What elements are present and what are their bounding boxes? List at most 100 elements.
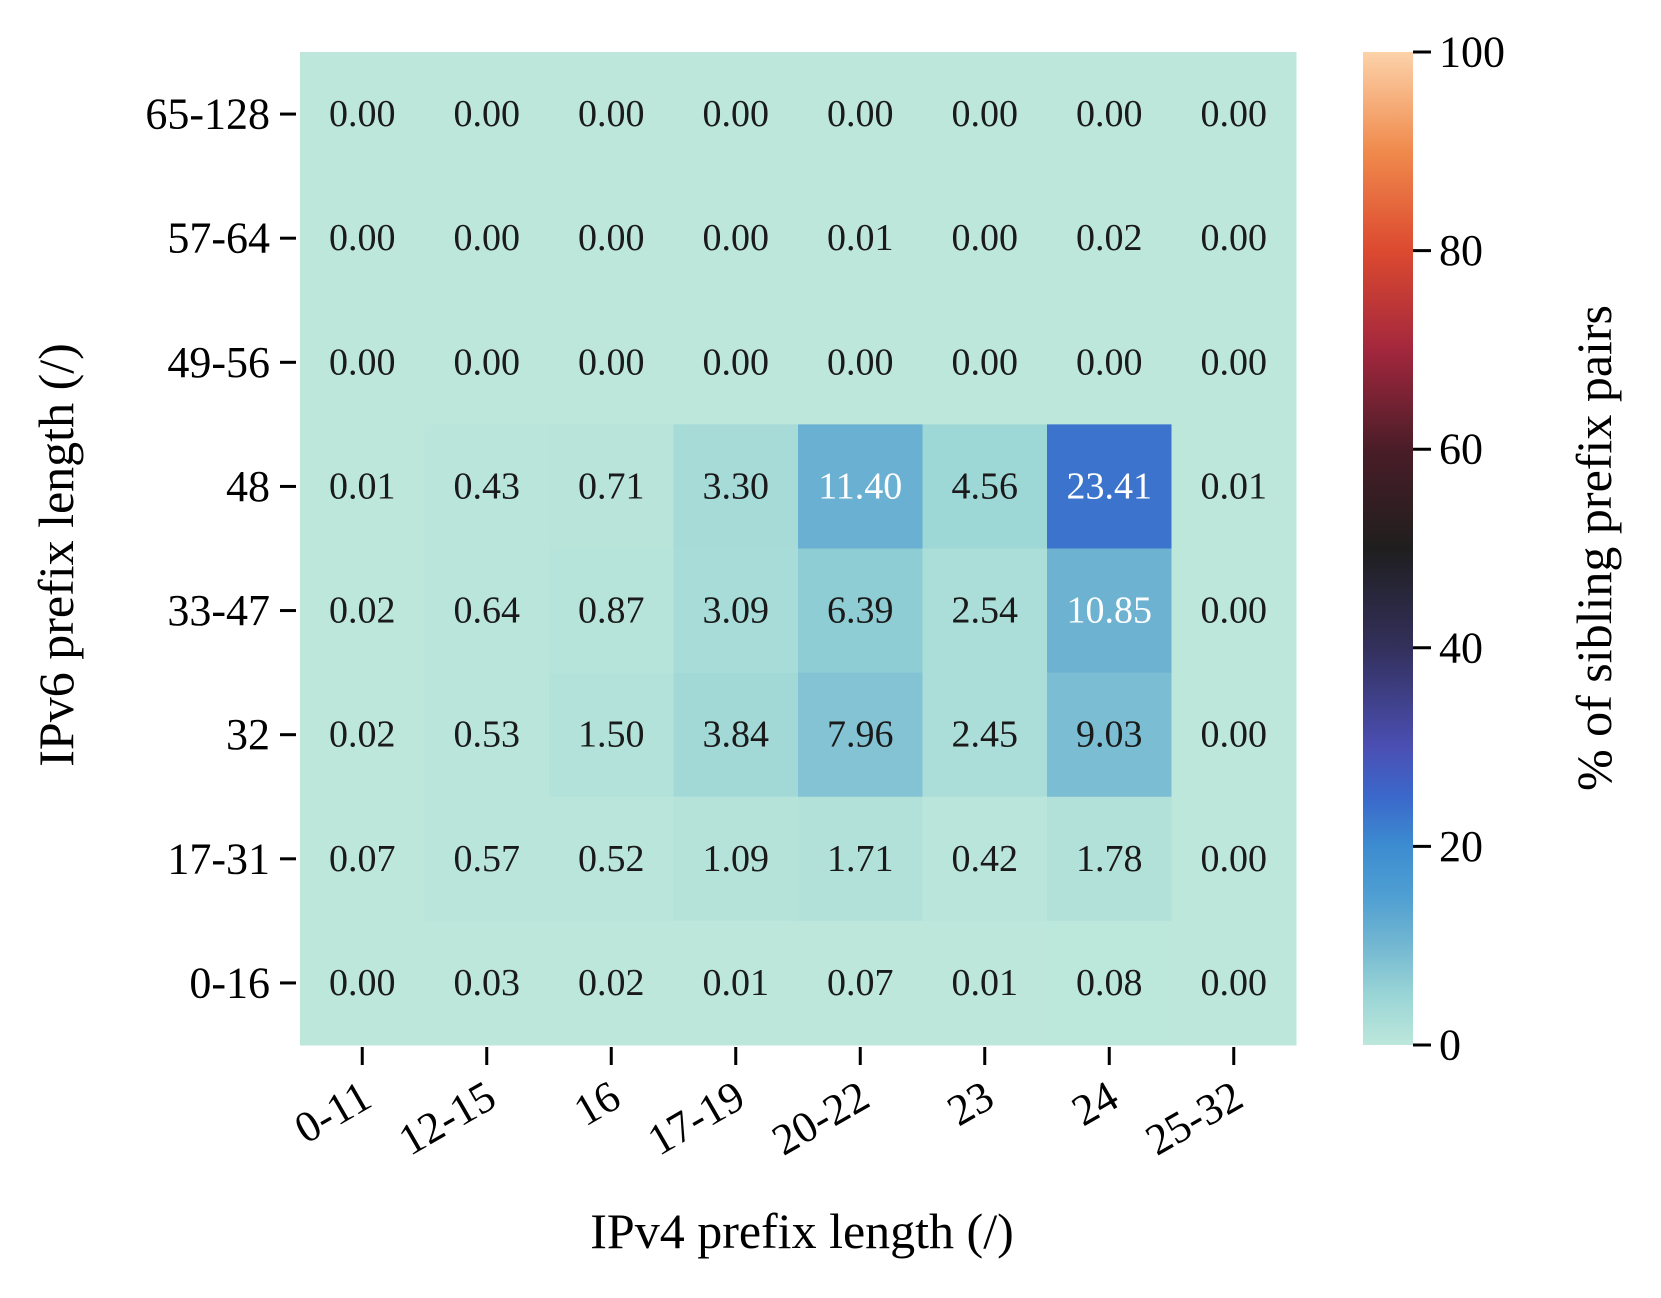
heatmap-cell	[424, 672, 550, 798]
heatmap-cell	[1171, 920, 1297, 1046]
cell-value-label: 0.01	[827, 217, 894, 259]
heatmap-cell	[673, 548, 799, 674]
cell-value-label: 0.00	[1201, 590, 1268, 632]
heatmap-cell	[300, 52, 425, 177]
x-tick-label: 12-15	[390, 1071, 503, 1165]
y-tick-label: 17-31	[167, 834, 270, 883]
y-axis-title: IPv6 prefix length (/)	[28, 343, 84, 767]
heatmap-cell	[1047, 548, 1172, 674]
cell-value-label: 0.00	[952, 217, 1019, 259]
cell-value-label: 4.56	[952, 465, 1019, 507]
cell-value-label: 0.00	[1201, 217, 1268, 259]
heatmap-cell	[549, 920, 674, 1046]
colorbar-tick-label: 80	[1439, 226, 1483, 275]
heatmap-cell	[300, 672, 425, 798]
heatmap-cell	[424, 300, 550, 425]
heatmap-cell	[922, 52, 1048, 177]
x-tick-label: 20-22	[764, 1071, 877, 1165]
x-tick-label: 25-32	[1137, 1071, 1250, 1165]
heatmap-cell	[798, 300, 923, 425]
cell-value-label: 0.00	[454, 217, 521, 259]
colorbar-tick-label: 0	[1439, 1021, 1461, 1070]
heatmap-cell	[549, 176, 674, 301]
heatmap-cell	[1047, 920, 1172, 1046]
cell-value-label: 1.50	[578, 714, 645, 756]
heatmap-cell	[673, 176, 799, 301]
y-tick-label: 65-128	[145, 90, 270, 139]
cell-value-label: 0.00	[827, 93, 894, 135]
cell-value-label: 0.00	[1076, 341, 1143, 383]
cell-value-label: 0.71	[578, 465, 645, 507]
cell-value-label: 0.00	[1076, 93, 1143, 135]
heatmap-cell	[673, 672, 799, 798]
heatmap-cell	[922, 548, 1048, 674]
heatmap-cell	[1047, 424, 1172, 549]
colorbar-tick-label: 20	[1439, 822, 1483, 871]
y-tick-label: 48	[226, 462, 270, 511]
heatmap-cell-labels: 0.00 0.00 0.00 0.00 0.00 0.00 0.00 0.00 0.00 0.00…	[329, 93, 1267, 1004]
y-tick-label: 33-47	[167, 586, 270, 635]
cell-value-label: 0.02	[329, 590, 396, 632]
heatmap-cell	[1171, 796, 1297, 922]
cell-value-label: 0.00	[454, 341, 521, 383]
heatmap-cell	[1171, 300, 1297, 425]
heatmap-cell	[922, 796, 1048, 922]
heatmap-cell	[1171, 548, 1297, 674]
cell-value-label: 0.00	[578, 341, 645, 383]
colorbar: 0 20 40 60 80 100	[1363, 28, 1505, 1070]
heatmap-cell	[922, 300, 1048, 425]
cell-value-label: 6.39	[827, 590, 894, 632]
heatmap-cell	[922, 672, 1048, 798]
cell-value-label: 0.01	[1201, 465, 1268, 507]
y-tick-label: 0-16	[189, 958, 270, 1007]
heatmap-cell	[673, 424, 799, 549]
heatmap-cell	[300, 796, 425, 922]
x-tick-label: 0-11	[286, 1071, 379, 1153]
cell-value-label: 0.00	[1201, 962, 1268, 1004]
cell-value-label: 0.00	[703, 93, 770, 135]
cell-value-label: 1.71	[827, 838, 894, 880]
x-tick-label: 17-19	[639, 1071, 752, 1165]
colorbar-tick-label: 100	[1439, 28, 1505, 77]
heatmap-cells	[300, 52, 1297, 1046]
heatmap-cell	[1171, 672, 1297, 798]
cell-value-label: 0.02	[1076, 217, 1143, 259]
cell-value-label: 0.42	[952, 838, 1019, 880]
cell-value-label: 0.00	[1201, 714, 1268, 756]
cell-value-label: 23.41	[1067, 465, 1153, 507]
heatmap-cell	[673, 920, 799, 1046]
cell-value-label: 0.00	[1201, 838, 1268, 880]
heatmap-cell	[300, 300, 425, 425]
cell-value-label: 0.53	[454, 714, 521, 756]
cell-value-label: 0.03	[454, 962, 521, 1004]
heatmap-cell	[798, 672, 923, 798]
y-tick-label: 32	[226, 710, 270, 759]
heatmap-cell	[424, 424, 550, 549]
heatmap-cell	[424, 796, 550, 922]
heatmap-cell	[1047, 52, 1172, 177]
cell-value-label: 7.96	[827, 714, 894, 756]
heatmap-cell	[798, 424, 923, 549]
heatmap-cell	[673, 796, 799, 922]
colorbar-tick-label: 40	[1439, 623, 1483, 672]
heatmap-cell	[798, 52, 923, 177]
cell-value-label: 0.00	[329, 93, 396, 135]
heatmap-cell	[1047, 672, 1172, 798]
cell-value-label: 0.00	[1201, 341, 1268, 383]
cell-value-label: 2.54	[952, 590, 1019, 632]
cell-value-label: 0.00	[827, 341, 894, 383]
heatmap-cell	[798, 796, 923, 922]
cell-value-label: 0.43	[454, 465, 521, 507]
heatmap-cell	[300, 920, 425, 1046]
heatmap-cell	[673, 300, 799, 425]
y-tick-label: 57-64	[167, 214, 270, 263]
cell-value-label: 0.00	[1201, 93, 1268, 135]
heatmap-cell	[549, 796, 674, 922]
heatmap-cell	[1047, 300, 1172, 425]
heatmap-cell	[549, 424, 674, 549]
heatmap-cell	[1171, 176, 1297, 301]
heatmap-cell	[798, 920, 923, 1046]
heatmap-cell	[798, 548, 923, 674]
heatmap-cell	[424, 52, 550, 177]
x-axis-title: IPv4 prefix length (/)	[590, 1203, 1014, 1259]
